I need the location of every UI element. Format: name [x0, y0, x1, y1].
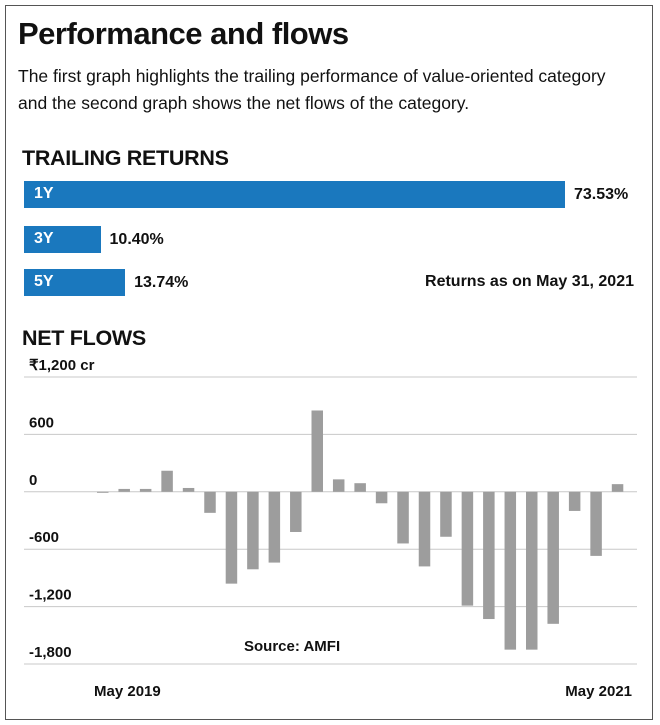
net-flow-bar	[504, 491, 517, 650]
net-flow-bar	[590, 491, 602, 556]
net-flow-bar	[418, 491, 431, 567]
x-tick-label: May 2019	[94, 683, 161, 700]
net-flow-bar	[461, 491, 474, 606]
return-value: 10.40%	[109, 231, 164, 248]
return-bar-3y: 3Y	[24, 226, 101, 253]
net-flow-bar	[204, 491, 216, 513]
net-flow-bar	[268, 491, 281, 563]
return-bar-label: 1Y	[34, 185, 54, 202]
page-subtitle: The first graph highlights the trailing …	[18, 66, 606, 113]
net-flow-bar	[568, 491, 581, 511]
return-bar-1y: 1Y	[24, 181, 565, 208]
x-tick-label: May 2021	[565, 683, 632, 700]
return-value: 13.74%	[134, 274, 189, 291]
net-flow-bar	[611, 484, 624, 492]
return-bar-label: 5Y	[34, 273, 54, 290]
y-tick-label: -600	[29, 529, 59, 546]
net-flow-bar	[225, 491, 238, 584]
net-flow-bar	[290, 491, 302, 532]
net-flow-bar	[118, 488, 130, 492]
returns-date-note: Returns as on May 31, 2021	[425, 273, 634, 290]
trailing-returns-heading: TRAILING RETURNS	[22, 146, 229, 170]
net-flow-bar	[547, 491, 559, 624]
net-flow-bar	[440, 491, 452, 537]
y-tick-label: 0	[29, 472, 37, 489]
net-flow-bar	[139, 488, 152, 492]
y-tick-label: 600	[29, 414, 54, 431]
y-tick-label: -1,200	[29, 587, 72, 604]
page-title: Performance and flows	[18, 16, 349, 51]
y-tick-label: ₹1,200 cr	[29, 357, 95, 374]
net-flow-bar	[247, 491, 259, 570]
net-flow-bar	[182, 487, 195, 492]
net-flow-bar	[526, 491, 538, 650]
y-tick-label: -1,800	[29, 644, 72, 661]
net-flow-bar	[311, 410, 323, 492]
return-bar-label: 3Y	[34, 230, 54, 247]
net-flows-heading: NET FLOWS	[22, 326, 146, 350]
net-flow-bar	[97, 491, 109, 493]
net-flow-bar	[354, 483, 366, 492]
net-flow-bar	[483, 491, 495, 620]
return-bar-5y: 5Y	[24, 269, 126, 296]
net-flow-bar	[332, 479, 345, 492]
source-note: Source: AMFI	[244, 638, 340, 655]
chart-frame	[5, 5, 653, 720]
net-flow-bar	[397, 491, 409, 544]
net-flow-bar	[375, 491, 388, 504]
return-value: 73.53%	[574, 186, 629, 203]
net-flow-bar	[161, 470, 173, 492]
